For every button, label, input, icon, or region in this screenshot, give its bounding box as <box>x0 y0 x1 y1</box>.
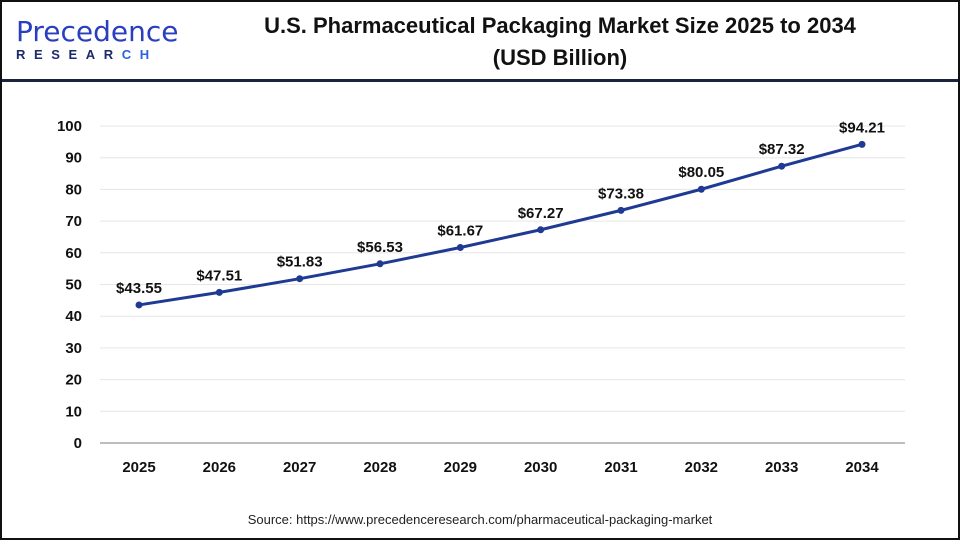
y-tick-label: 70 <box>65 213 82 230</box>
x-tick-label: 2033 <box>765 459 798 476</box>
x-tick-label: 2032 <box>685 459 718 476</box>
y-tick-label: 60 <box>65 245 82 262</box>
y-tick-label: 50 <box>65 277 82 294</box>
data-point <box>697 185 705 193</box>
data-point <box>858 140 866 148</box>
data-point <box>215 288 223 296</box>
y-tick-label: 10 <box>65 403 82 420</box>
y-tick-label: 90 <box>65 150 82 167</box>
data-point <box>778 162 786 170</box>
y-tick-label: 0 <box>74 435 82 452</box>
data-point <box>376 260 384 268</box>
y-tick-label: 20 <box>65 372 82 389</box>
y-tick-label: 100 <box>57 118 82 135</box>
data-label: $87.32 <box>759 141 805 158</box>
title-line-1: U.S. Pharmaceutical Packaging Market Siz… <box>264 13 856 38</box>
chart-title: U.S. Pharmaceutical Packaging Market Siz… <box>200 10 920 74</box>
data-label: $61.67 <box>437 223 483 240</box>
x-tick-label: 2034 <box>845 459 879 476</box>
y-tick-label: 30 <box>65 340 82 357</box>
x-tick-label: 2031 <box>604 459 637 476</box>
data-point <box>135 301 143 309</box>
precedence-research-logo: Precedence RESEARCH <box>16 15 179 68</box>
x-tick-label: 2025 <box>122 459 155 476</box>
series-line <box>138 142 863 307</box>
y-tick-label: 40 <box>65 308 82 325</box>
data-point <box>537 226 545 234</box>
data-label: $94.21 <box>839 119 885 136</box>
logo-brand-top: Precedence <box>16 15 179 48</box>
data-label: $73.38 <box>598 185 644 202</box>
data-label: $67.27 <box>518 205 564 222</box>
data-label: $80.05 <box>678 164 724 181</box>
title-line-2: (USD Billion) <box>492 45 628 70</box>
header-divider <box>2 79 958 82</box>
x-tick-label: 2027 <box>283 459 316 476</box>
x-tick-label: 2029 <box>444 459 477 476</box>
source-text: Source: https://www.precedenceresearch.c… <box>247 512 713 527</box>
data-label: $43.55 <box>116 280 162 297</box>
data-point <box>296 275 304 283</box>
logo-brand-bottom: RESEARCH <box>16 47 158 62</box>
data-point <box>456 244 464 252</box>
x-tick-label: 2028 <box>363 459 396 476</box>
data-label: $51.83 <box>277 254 323 271</box>
data-label: $47.51 <box>196 267 242 284</box>
x-tick-label: 2026 <box>203 459 236 476</box>
data-point <box>617 206 625 214</box>
data-label: $56.53 <box>357 239 403 256</box>
y-tick-label: 80 <box>65 181 82 198</box>
x-tick-label: 2030 <box>524 459 557 476</box>
